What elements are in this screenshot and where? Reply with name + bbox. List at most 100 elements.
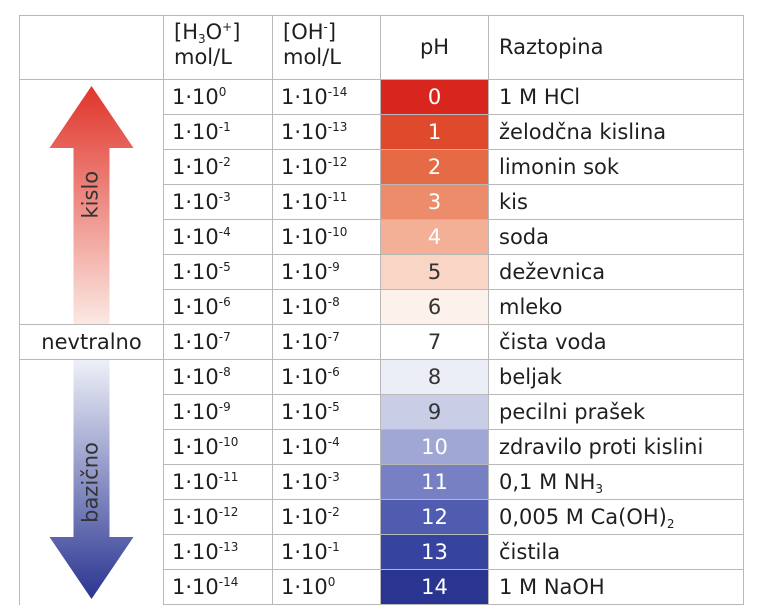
- oh-concentration: 1·10-1: [272, 534, 381, 570]
- ph-value: 3: [380, 184, 489, 220]
- ph-value: 1: [380, 114, 489, 150]
- h3o-exponent: -8: [218, 365, 231, 379]
- oh-base: 1·10: [281, 330, 328, 354]
- solution-name: deževnica: [488, 254, 744, 290]
- header-row: [H3O+] mol/L [OH-] mol/L pH Raztopina: [19, 15, 744, 80]
- solution-subscript: 2: [666, 517, 675, 531]
- h3o-base: 1·10: [172, 85, 219, 109]
- ph-value: 5: [380, 254, 489, 290]
- h3o-exponent: -1: [218, 120, 231, 134]
- table-row: 1·10-14 1·100 14 1 M NaOH: [20, 569, 744, 605]
- oh-concentration: 1·10-12: [272, 149, 381, 185]
- solution-text: deževnica: [499, 260, 606, 284]
- solution-name: soda: [488, 219, 744, 255]
- h3o-exponent: -11: [218, 470, 239, 484]
- solution-text: 1 M NaOH: [499, 575, 605, 599]
- h3o-base: 1·10: [172, 260, 219, 284]
- h3o-base: 1·10: [172, 505, 219, 529]
- oh-text: [OH: [283, 20, 324, 44]
- ph-value: 7: [380, 324, 489, 360]
- solution-name: čista voda: [488, 324, 744, 360]
- oh-exponent: -9: [327, 260, 340, 274]
- table-row: 1·10-11 1·10-3 11 0,1 M NH3: [20, 464, 744, 500]
- header-h3o: [H3O+] mol/L: [163, 15, 273, 80]
- ph-scale-table: [H3O+] mol/L [OH-] mol/L pH Raztopina ki…: [19, 15, 744, 605]
- h3o-base: 1·10: [172, 155, 219, 179]
- oh-base: 1·10: [281, 435, 328, 459]
- neutral-label: nevtralno: [19, 324, 164, 360]
- h3o-base: 1·10: [172, 120, 219, 144]
- acid-arrow-icon: kislo: [49, 86, 134, 324]
- oh-base: 1·10: [281, 400, 328, 424]
- solution-text: 0,005 M Ca(OH): [499, 505, 667, 529]
- oh-concentration: 1·10-10: [272, 219, 381, 255]
- h3o-unit: mol/L: [174, 45, 232, 69]
- h3o-exponent: -12: [218, 505, 239, 519]
- h3o-concentration: 1·10-13: [163, 534, 273, 570]
- header-raztopina: Raztopina: [488, 15, 744, 80]
- h3o-base: 1·10: [172, 575, 219, 599]
- oh-exponent: -5: [327, 400, 340, 414]
- h3o-base: 1·10: [172, 190, 219, 214]
- h3o-concentration: 1·10-9: [163, 394, 273, 430]
- oh-concentration: 1·10-5: [272, 394, 381, 430]
- ph-value: 4: [380, 219, 489, 255]
- solution-name: 0,005 M Ca(OH)2: [488, 499, 744, 535]
- ph-value: 8: [380, 359, 489, 395]
- base-arrow-shape: [49, 360, 134, 599]
- h3o-base: 1·10: [172, 540, 219, 564]
- h3o-exponent: -9: [218, 400, 231, 414]
- table-row: 1·10-10 1·10-4 10 zdravilo proti kislini: [20, 429, 744, 465]
- solution-text: mleko: [499, 295, 563, 319]
- oh-concentration: 1·10-14: [272, 79, 381, 115]
- oh-exponent: -6: [327, 365, 340, 379]
- h3o-concentration: 1·10-11: [163, 464, 273, 500]
- oh-exponent: -1: [327, 540, 340, 554]
- base-arrow-cell: bazično: [19, 359, 164, 605]
- table-row: 1·10-13 1·10-1 13 čistila: [20, 534, 744, 570]
- h3o-concentration: 1·10-14: [163, 569, 273, 605]
- base-label: bazično: [79, 442, 103, 523]
- header-oh: [OH-] mol/L: [272, 15, 381, 80]
- h3o-exponent: -7: [218, 330, 231, 344]
- h3o-exponent: -6: [218, 295, 231, 309]
- solution-text: čista voda: [499, 330, 607, 354]
- ph-value: 14: [380, 569, 489, 605]
- solution-name: limonin sok: [488, 149, 744, 185]
- h3o-concentration: 1·10-3: [163, 184, 273, 220]
- h3o-concentration: 1·10-10: [163, 429, 273, 465]
- ph-value: 6: [380, 289, 489, 325]
- solution-subscript: 3: [595, 482, 604, 496]
- solution-name: čistila: [488, 534, 744, 570]
- ph-value: 13: [380, 534, 489, 570]
- table-row: 1·10-12 1·10-2 12 0,005 M Ca(OH)2: [20, 499, 744, 535]
- oh-base: 1·10: [281, 470, 328, 494]
- acid-arrow-shape: [49, 86, 134, 324]
- oh-base: 1·10: [281, 260, 328, 284]
- oh-concentration: 1·10-6: [272, 359, 381, 395]
- oh-exponent: -4: [327, 435, 340, 449]
- oh-concentration: 1·10-4: [272, 429, 381, 465]
- solution-text: čistila: [499, 540, 561, 564]
- h3o-concentration: 1·10-7: [163, 324, 273, 360]
- oh-base: 1·10: [281, 190, 328, 214]
- h3o-text: [H: [174, 20, 198, 44]
- solution-text: 0,1 M NH: [499, 470, 596, 494]
- table-row: kislo 1·100 1·10-14 0 1 M HCl: [19, 79, 744, 325]
- ph-value: 2: [380, 149, 489, 185]
- oh-exponent: -3: [327, 470, 340, 484]
- solution-name: želodčna kislina: [488, 114, 744, 150]
- h3o-exponent: -14: [218, 575, 239, 589]
- solution-name: 1 M NaOH: [488, 569, 744, 605]
- oh-base: 1·10: [281, 365, 328, 389]
- oh-concentration: 1·10-3: [272, 464, 381, 500]
- oh-base: 1·10: [281, 85, 328, 109]
- table-row: 1·10-3 1·10-11 3 kis: [20, 184, 744, 220]
- h3o-exponent: -13: [218, 540, 239, 554]
- header-empty-cell: [19, 15, 164, 80]
- oh-concentration: 1·10-7: [272, 324, 381, 360]
- solution-name: pecilni prašek: [488, 394, 744, 430]
- h3o-concentration: 1·10-12: [163, 499, 273, 535]
- oh-base: 1·10: [281, 505, 328, 529]
- oh-concentration: 1·10-11: [272, 184, 381, 220]
